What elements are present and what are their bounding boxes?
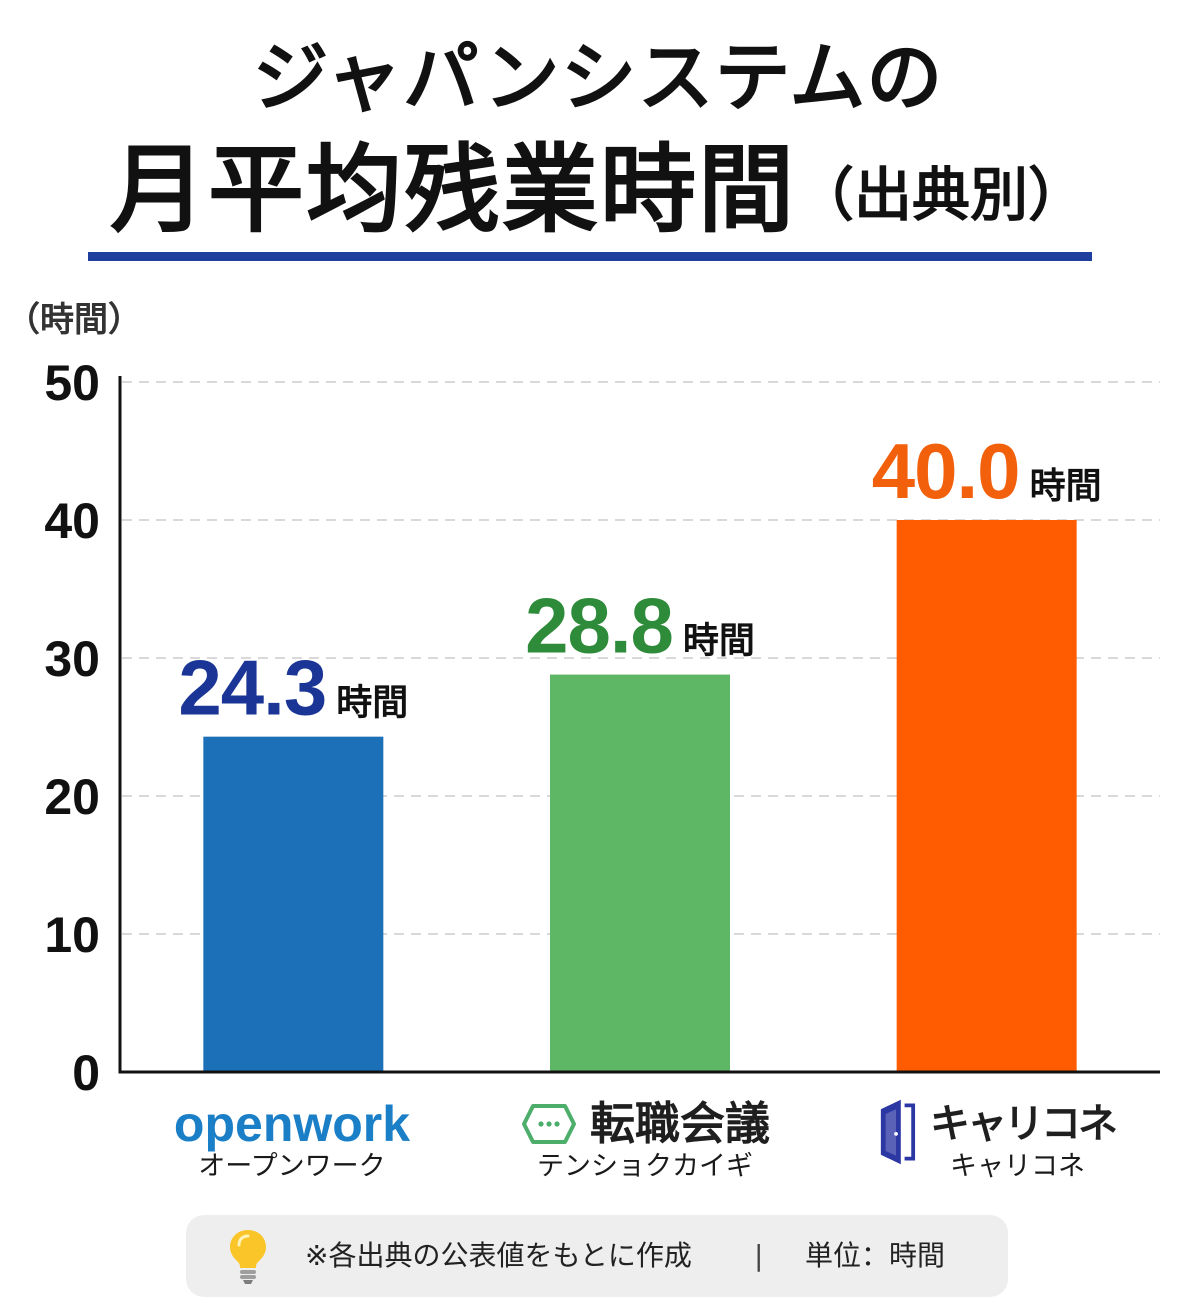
value-label: 24.3 時間 [178, 644, 408, 732]
title-main-text: 月平均残業時間 [109, 134, 796, 246]
y-tick-label: 10 [44, 907, 100, 963]
y-tick-label: 40 [44, 493, 100, 549]
y-tick-label: 20 [44, 769, 100, 825]
door-icon [880, 1099, 916, 1165]
brand-name: キャリコネ [930, 1101, 1118, 1147]
brand-logo: 転職会議 [475, 1096, 815, 1152]
category-label-openwork: openwork オープンワーク [122, 1096, 462, 1182]
value-unit: 時間 [683, 620, 755, 661]
brand-reading: キャリコネ [950, 1151, 1085, 1182]
unit-note: 単位：時間 [805, 1239, 946, 1272]
page-title-line2: 月平均残業時間（出典別） [0, 130, 1196, 278]
source-note: ※各出典の公表値をもとに作成 [305, 1239, 692, 1272]
value-number: 28.8 [525, 582, 673, 670]
brand-reading: オープンワーク [198, 1151, 386, 1182]
title-note: （出典別） [795, 161, 1086, 229]
category-label-tenshoku-kaigi: 転職会議 テンショクカイギ [475, 1096, 815, 1182]
value-number: 40.0 [872, 427, 1020, 515]
speech-bubble-icon [521, 1104, 576, 1144]
brand-name: 転職会議 [589, 1097, 770, 1150]
page-title: ジャパンシステムの [252, 33, 944, 122]
y-tick-label: 30 [44, 631, 100, 687]
brand-logo: キャリコネ [824, 1096, 1164, 1152]
source-note-box: ※各出典の公表値をもとに作成 | 単位：時間 [186, 1215, 1008, 1297]
brand-logo: openwork [122, 1096, 462, 1152]
bar [550, 674, 730, 1072]
separator: | [754, 1239, 764, 1272]
bar [203, 736, 384, 1072]
y-tick-label: 0 [72, 1045, 100, 1101]
bar [896, 520, 1077, 1072]
value-number: 24.3 [178, 644, 326, 732]
brand-name: openwork [173, 1096, 411, 1152]
value-label: 28.8 時間 [525, 582, 755, 670]
brand-reading: テンショクカイギ [537, 1151, 753, 1182]
value-unit: 時間 [1030, 465, 1102, 506]
title-underline [88, 252, 1092, 261]
bars [203, 520, 1077, 1072]
value-unit: 時間 [336, 682, 408, 723]
y-tick-label: 50 [44, 355, 100, 411]
y-axis-label: （時間） [6, 300, 142, 340]
category-label-caricone: キャリコネ キャリコネ [824, 1096, 1164, 1182]
value-label: 40.0 時間 [872, 427, 1102, 515]
y-axis-ticks: 0 10 20 30 40 50 [44, 355, 100, 1101]
lightbulb-icon [230, 1230, 266, 1284]
